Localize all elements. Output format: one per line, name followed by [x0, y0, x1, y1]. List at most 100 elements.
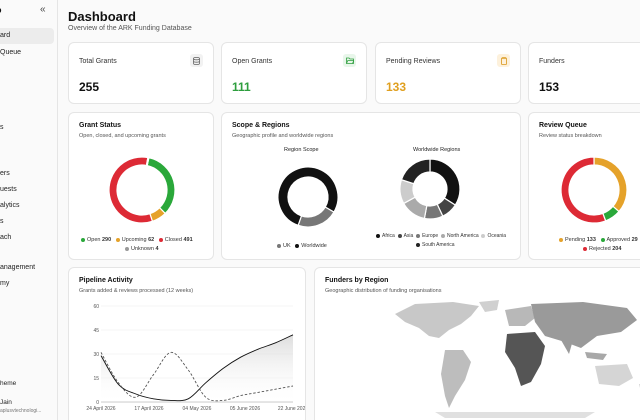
sidebar-item-taxonomy[interactable]: my — [0, 276, 54, 292]
sidebar-item-label: anagement — [0, 264, 36, 271]
map-africa — [505, 332, 545, 386]
sidebar-item-label: Queue — [0, 49, 22, 56]
legend-item-asia: Asia — [397, 233, 413, 239]
user-name: Jain — [0, 399, 12, 406]
map-south-america — [441, 350, 471, 408]
database-icon — [190, 54, 203, 67]
x-tick-label: 24 April 2026 — [86, 406, 115, 412]
sidebar-item-label: s — [0, 124, 4, 131]
map-australia — [595, 364, 633, 386]
y-tick-label: 15 — [93, 376, 99, 382]
legend-item-closed: Closed 491 — [158, 237, 193, 243]
map-indonesia — [585, 352, 607, 360]
series-2-line — [100, 351, 294, 402]
map-india — [561, 340, 573, 354]
legend-item-europe: Europe — [416, 233, 438, 239]
chevrons-left-icon[interactable]: « — [40, 4, 46, 15]
sidebar-item-4[interactable] — [0, 137, 54, 153]
y-tick-label: 0 — [96, 400, 99, 406]
slice-rejected — [560, 156, 607, 224]
sidebar-item-3[interactable]: s — [0, 120, 54, 136]
map-europe — [505, 306, 535, 326]
sidebar-item-dashboard[interactable]: ard — [0, 28, 54, 44]
series-1-area — [101, 334, 293, 402]
sidebar-item-search[interactable]: ach — [0, 230, 54, 246]
region-scope-title: Region Scope — [284, 147, 319, 153]
sidebar-item-requests[interactable]: uests — [0, 182, 54, 198]
folder-open-icon — [343, 54, 356, 67]
stat-card-open-grants: Open Grants 111 — [221, 42, 367, 104]
x-tick-label: 22 June 2026 — [278, 406, 306, 412]
main-content: Dashboard Overview of the ARK Funding Da… — [58, 0, 640, 420]
sidebar: o « ard Queue s ers uests alytics s ach … — [0, 0, 58, 420]
card-title: Pipeline Activity — [79, 277, 133, 284]
theme-toggle[interactable]: heme — [0, 380, 17, 387]
review-queue-card: Review Queue Review status breakdown Pen… — [528, 112, 640, 260]
legend-item-unknown: Unknown 4 — [125, 246, 159, 252]
card-title: Review Queue — [539, 122, 587, 129]
worldwide-regions-legend: Africa Asia Europe North America Oceania — [376, 233, 506, 239]
legend-item-rejected: Rejected 204 — [583, 246, 621, 252]
card-title: Grant Status — [79, 122, 122, 129]
legend-item-africa: Africa — [376, 233, 395, 239]
sidebar-item-queue[interactable]: Queue — [0, 45, 54, 61]
legend-item-pending: Pending 133 — [559, 237, 596, 243]
sidebar-header: o « — [0, 4, 57, 19]
y-tick-label: 45 — [93, 328, 99, 334]
pipeline-activity-card: Pipeline Activity Grants added & reviews… — [68, 267, 306, 420]
slice-open — [146, 157, 176, 215]
review-queue-donut — [560, 156, 628, 224]
map-north-america — [395, 302, 479, 338]
clipboard-icon — [497, 54, 510, 67]
map-asia — [531, 302, 637, 348]
sidebar-item-label: uests — [0, 186, 17, 193]
page-subtitle: Overview of the ARK Funding Database — [68, 25, 192, 32]
sidebar-item-analytics[interactable]: alytics — [0, 198, 54, 214]
card-subtitle: Open, closed, and upcoming grants — [79, 133, 166, 139]
legend-item-approved: Approved 29 — [600, 237, 638, 243]
world-map — [395, 300, 640, 418]
sidebar-item-funders[interactable]: ers — [0, 166, 54, 182]
sidebar-item-label: ard — [0, 32, 11, 39]
slice-pending — [593, 156, 628, 213]
y-tick-label: 30 — [93, 352, 99, 358]
card-title: Funders by Region — [325, 277, 389, 284]
brand-name: o — [0, 5, 2, 15]
slice-unknown — [145, 156, 150, 167]
legend-item-worldwide: Worldwide — [295, 243, 327, 249]
y-tick-label: 60 — [93, 304, 99, 310]
map-antarctica — [435, 412, 595, 418]
x-tick-label: 05 June 2026 — [230, 406, 261, 412]
stat-label: Open Grants — [232, 58, 273, 65]
worldwide-regions-title: Worldwide Regions — [413, 147, 461, 153]
sidebar-item-label: ach — [0, 234, 12, 241]
grant-status-card: Grant Status Open, closed, and upcoming … — [68, 112, 214, 260]
legend-item-open: Open 290 — [81, 237, 111, 243]
legend-item-uk: UK — [277, 243, 291, 249]
sidebar-item-management[interactable]: anagement — [0, 260, 54, 276]
stat-value: 133 — [386, 80, 407, 94]
sidebar-item-label: alytics — [0, 202, 20, 209]
stat-card-total-grants: Total Grants 255 — [68, 42, 214, 104]
worldwide-regions-donut — [399, 158, 461, 220]
slice-closed — [108, 156, 154, 224]
stat-card-funders: Funders 153 — [528, 42, 640, 104]
stat-value: 111 — [232, 80, 251, 94]
stat-label: Pending Reviews — [386, 58, 441, 65]
stat-label: Funders — [539, 58, 565, 65]
legend-item-oceania: Oceania — [481, 233, 506, 239]
card-subtitle: Geographic profile and worldwide regions — [232, 133, 334, 139]
slice-uk — [297, 206, 335, 228]
legend-item-north-america: North America — [440, 233, 479, 239]
scope-regions-card: Scope & Regions Geographic profile and w… — [221, 112, 521, 260]
card-subtitle: Review status breakdown — [539, 133, 602, 139]
pipeline-activity-chart: 0 15 30 45 60 24 April 2026 17 April 2026 04 Ma… — [86, 304, 306, 412]
sidebar-item-label: s — [0, 218, 4, 225]
sidebar-item-label: my — [0, 280, 10, 287]
card-subtitle: Geographic distribution of funding organ… — [325, 288, 442, 294]
sidebar-item-8[interactable]: s — [0, 214, 54, 230]
stat-value: 255 — [79, 80, 100, 94]
legend-item-south-america: South America — [416, 242, 455, 248]
slice-south-america — [400, 158, 431, 185]
funders-by-region-card: Funders by Region Geographic distributio… — [314, 267, 640, 420]
